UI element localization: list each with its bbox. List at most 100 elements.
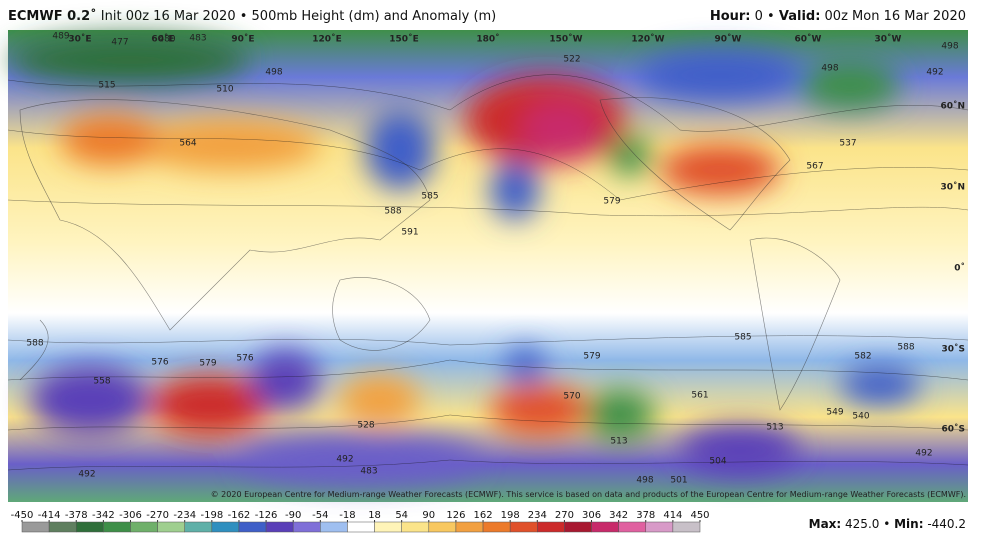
contour-label: 492	[336, 455, 353, 465]
colorbar-tick-label: 450	[690, 510, 709, 521]
max-value: 425.0 •	[841, 517, 894, 531]
contour-label: 492	[78, 470, 95, 480]
colorbar-tick-label: -162	[228, 510, 251, 521]
colorbar-segment	[21, 521, 50, 533]
colorbar-tick-label: -234	[173, 510, 196, 521]
contour-label: 498	[265, 68, 282, 78]
colorbar-segment	[564, 521, 592, 533]
contour-label: 528	[357, 421, 374, 431]
contour-label: 591	[401, 228, 418, 238]
contour-label: 489	[52, 32, 69, 42]
colorbar-segment	[672, 521, 701, 533]
longitude-label: 150˚W	[549, 34, 582, 45]
colorbar-segment	[347, 521, 375, 533]
contour-label: 585	[734, 333, 751, 343]
colorbar-segment	[455, 521, 484, 533]
contour-label: 558	[93, 377, 110, 387]
hour-value: 0 •	[751, 9, 779, 24]
colorbar-tick-label: 162	[473, 510, 492, 521]
contour-label: 588	[26, 339, 43, 349]
colorbar-segment	[48, 521, 77, 533]
colorbar-segment	[645, 521, 674, 533]
colorbar-segment	[428, 521, 457, 533]
colorbar-segment	[75, 521, 104, 533]
land-outline	[19, 97, 841, 411]
contour-label: 498	[821, 64, 838, 74]
contour-label: 537	[839, 139, 856, 149]
contour-label: 498	[636, 476, 653, 486]
contour-label: 513	[766, 423, 783, 433]
colorbar-tick-label: -450	[11, 510, 34, 521]
model: ECMWF 0.2˚	[8, 8, 97, 24]
contour-label: 477	[111, 38, 128, 48]
colorbar-tick-label: 54	[395, 510, 408, 521]
contour-label: 576	[151, 358, 168, 368]
longitude-label: 60˚E	[151, 34, 174, 45]
valid-value: 00z Mon 16 Mar 2020	[820, 9, 966, 24]
colorbar-tick-label: -306	[119, 510, 142, 521]
map: 30˚E 60˚E 90˚E 120˚E 150˚E 180˚ 150˚W 120˚W 90˚W…	[7, 30, 969, 502]
colorbar-segment	[292, 521, 321, 533]
longitude-label: 120˚W	[631, 34, 664, 45]
header-left: ECMWF 0.2˚ Init 00z 16 Mar 2020 • 500mb …	[8, 8, 496, 24]
colorbar-segment	[401, 521, 430, 533]
contour-label: 561	[691, 391, 708, 401]
max-label: Max:	[809, 517, 842, 531]
longitude-label: 30˚W	[875, 34, 902, 45]
header-right: Hour: 0 • Valid: 00z Mon 16 Mar 2020	[710, 9, 966, 24]
contour-label: 498	[941, 42, 958, 52]
valid-label: Valid:	[779, 9, 821, 24]
contour-label: 483	[360, 467, 377, 477]
contour-label: 492	[926, 68, 943, 78]
colorbar: -450 -414 -378 -342 -306 -270 -234 -198 -162 -126…	[11, 510, 710, 533]
colorbar-tick-label: -342	[92, 510, 115, 521]
contour-label: 579	[603, 197, 620, 207]
contour-label: 522	[563, 55, 580, 65]
contour-label: 501	[670, 476, 687, 486]
latitude-label: 30˚N	[940, 182, 965, 193]
longitude-label: 30˚E	[68, 34, 91, 45]
colorbar-tick-label: 90	[422, 510, 435, 521]
contour-label: 588	[384, 207, 401, 217]
longitude-label: 60˚W	[795, 34, 822, 45]
contour-label: 513	[610, 437, 627, 447]
colorbar-segment	[265, 521, 294, 533]
colorbar-tick-label: -54	[312, 510, 328, 521]
min-label: Min:	[894, 517, 923, 531]
contour-label: 588	[897, 343, 914, 353]
copyright: © 2020 European Centre for Medium-range …	[211, 490, 966, 499]
colorbar-tick-label: -18	[339, 510, 355, 521]
latitude-label: 60˚S	[941, 424, 965, 435]
anomaly-field	[10, 35, 920, 485]
colorbar-tick-label: -126	[255, 510, 278, 521]
colorbar-segment	[211, 521, 240, 533]
colorbar-segment	[157, 521, 185, 533]
latitude-label: 60˚N	[940, 101, 965, 112]
colorbar-tick-label: -90	[285, 510, 301, 521]
latitude-label: 30˚S	[941, 344, 965, 355]
colorbar-segment	[591, 521, 619, 533]
colorbar-tick-label: -270	[146, 510, 169, 521]
colorbar-tick-label: 342	[609, 510, 628, 521]
colorbar-tick-label: 306	[582, 510, 601, 521]
contour-label: 564	[179, 139, 196, 149]
colorbar-tick-label: 18	[368, 510, 381, 521]
contour-label: 540	[852, 412, 869, 422]
longitude-label: 90˚W	[715, 34, 742, 45]
longitude-label: 120˚E	[312, 34, 341, 45]
latitude-label: 0˚	[954, 263, 965, 274]
contours	[7, 74, 969, 471]
colorbar-segment	[320, 521, 348, 533]
colorbar-tick-label: 378	[636, 510, 655, 521]
contour-label: 570	[563, 392, 580, 402]
colorbar-segment	[618, 521, 647, 533]
colorbar-tick-label: -414	[38, 510, 61, 521]
longitude-label: 90˚E	[231, 34, 254, 45]
colorbar-segment	[482, 521, 511, 533]
colorbar-segment	[103, 521, 131, 533]
longitude-label: 150˚E	[389, 34, 418, 45]
stats: Max: 425.0 • Min: -440.2	[809, 517, 966, 531]
colorbar-tick-label: 414	[663, 510, 682, 521]
contour-label: 492	[915, 449, 932, 459]
